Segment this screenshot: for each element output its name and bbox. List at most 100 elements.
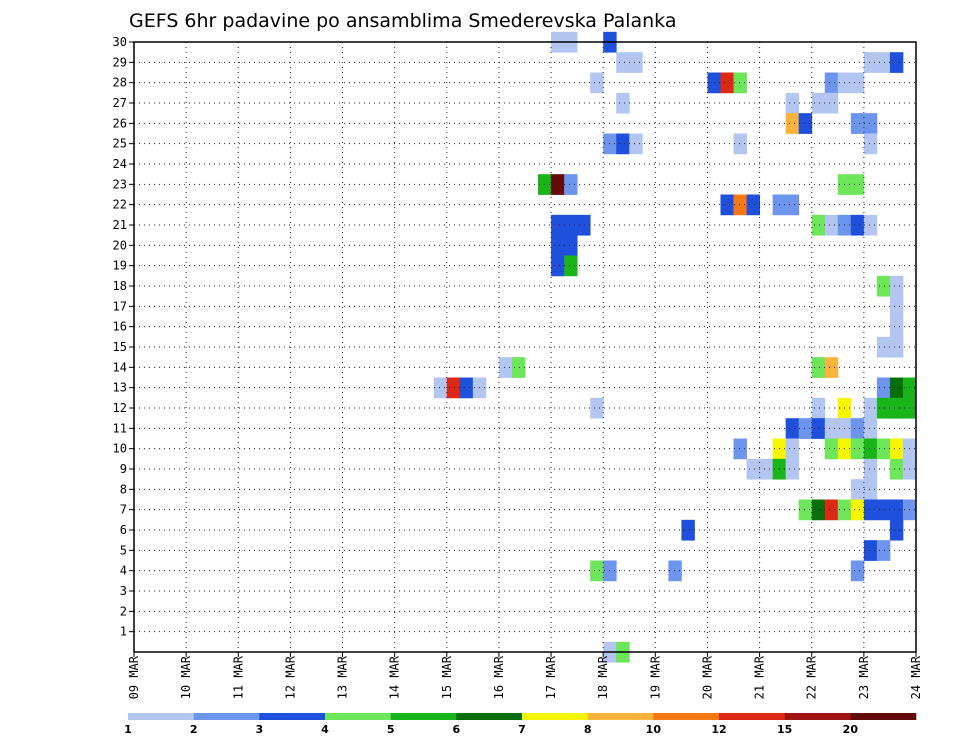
precip-cell — [876, 52, 891, 73]
y-tick-label: 5 — [120, 543, 127, 557]
colorbar: 1 2 3 4 5 6 7 8 10 12 15 20 — [124, 713, 917, 736]
colorbar-label: 7 — [518, 723, 526, 736]
precip-cell — [551, 255, 565, 277]
y-axis: 1234567891011121314151617181920212223242… — [113, 35, 134, 639]
y-tick-label: 27 — [113, 96, 127, 110]
precip-cell — [889, 336, 904, 358]
precip-cell — [889, 52, 904, 73]
precip-cell — [876, 540, 891, 561]
y-tick-label: 10 — [113, 442, 127, 456]
y-tick-label: 26 — [113, 116, 127, 130]
precip-cell — [889, 438, 904, 460]
colorbar-swatch — [653, 713, 720, 720]
precip-cell — [889, 275, 904, 297]
precip-cell — [785, 418, 800, 439]
y-tick-label: 23 — [113, 177, 127, 191]
precip-cell — [889, 519, 904, 541]
precip-cell — [811, 397, 826, 419]
colorbar-swatch — [193, 713, 260, 720]
precip-cell — [850, 479, 865, 500]
precip-cell — [824, 438, 839, 460]
precip-cell — [850, 560, 865, 582]
colorbar-swatch — [719, 713, 785, 720]
colorbar-label: 1 — [124, 723, 132, 736]
precip-cell — [629, 133, 643, 155]
precip-cell — [785, 458, 800, 480]
precip-cell — [564, 255, 578, 277]
precip-cell — [811, 418, 826, 439]
precip-cell — [863, 418, 878, 439]
y-tick-label: 29 — [113, 55, 127, 69]
colorbar-swatch — [325, 713, 391, 720]
precip-cell — [824, 92, 839, 114]
precip-cell — [889, 499, 904, 521]
precip-cell — [433, 377, 448, 399]
y-tick-label: 6 — [120, 523, 127, 537]
precip-cell — [863, 540, 878, 561]
x-tick-label: 15 MAR — [440, 655, 454, 699]
precip-cell — [551, 235, 565, 256]
x-tick-label: 10 MAR — [179, 655, 193, 699]
precip-cell — [863, 499, 878, 521]
y-tick-label: 19 — [113, 259, 127, 273]
precip-cell — [759, 458, 774, 480]
precip-cell — [824, 72, 839, 94]
precip-cell — [629, 52, 643, 73]
colorbar-label: 6 — [453, 723, 461, 736]
precip-cell — [498, 357, 513, 378]
colorbar-swatch — [850, 713, 917, 720]
colorbar-label: 20 — [843, 723, 859, 736]
colorbar-swatch — [784, 713, 851, 720]
precip-cell — [876, 397, 891, 419]
x-tick-label: 12 MAR — [283, 655, 297, 699]
precip-cell — [733, 194, 747, 216]
precip-cell — [876, 336, 891, 358]
precip-cell — [863, 52, 878, 73]
precip-cell — [720, 72, 734, 94]
precip-cell — [785, 92, 800, 114]
precip-cell — [863, 214, 878, 236]
y-tick-label: 25 — [113, 137, 127, 151]
precip-cell — [681, 519, 695, 541]
precip-cell — [863, 113, 878, 134]
precip-cell — [850, 499, 865, 521]
y-tick-label: 3 — [120, 584, 127, 598]
precip-cell — [850, 438, 865, 460]
precip-cell — [590, 560, 604, 582]
precip-cell — [785, 194, 800, 216]
x-tick-label: 11 MAR — [231, 655, 245, 699]
precip-cell — [577, 214, 591, 236]
y-tick-label: 28 — [113, 76, 127, 90]
precip-cell — [551, 214, 565, 236]
x-tick-label: 23 MAR — [857, 655, 871, 699]
y-tick-label: 22 — [113, 198, 127, 212]
y-tick-label: 20 — [113, 238, 127, 252]
y-tick-label: 9 — [120, 462, 127, 476]
precip-cell — [863, 479, 878, 500]
x-tick-label: 13 MAR — [336, 655, 350, 699]
precip-cell — [616, 92, 630, 114]
precip-cell — [746, 458, 760, 480]
precip-cell — [876, 499, 891, 521]
x-tick-label: 18 MAR — [596, 655, 610, 699]
y-tick-label: 18 — [113, 279, 127, 293]
colorbar-swatch — [456, 713, 523, 720]
colorbar-swatch — [128, 713, 194, 720]
precip-cell — [824, 357, 839, 378]
precip-cell — [798, 113, 813, 134]
y-tick-label: 15 — [113, 340, 127, 354]
y-tick-label: 14 — [113, 360, 127, 374]
precip-cell — [811, 499, 826, 521]
y-tick-label: 30 — [113, 35, 127, 49]
chart-title: GEFS 6hr padavine po ansamblima Smederev… — [129, 10, 676, 32]
plot-frame — [133, 41, 917, 653]
colorbar-swatch — [390, 713, 457, 720]
y-tick-label: 17 — [113, 299, 127, 313]
precip-cell — [876, 377, 891, 399]
y-tick-label: 12 — [113, 401, 127, 415]
grid-layer — [134, 41, 916, 652]
precip-cell — [798, 499, 813, 521]
precip-cell — [746, 194, 760, 216]
precip-cell — [863, 458, 878, 480]
x-axis: 09 MAR 10 MAR 11 MAR 12 MAR 13 MAR 14 MAR 15 M… — [127, 652, 923, 699]
